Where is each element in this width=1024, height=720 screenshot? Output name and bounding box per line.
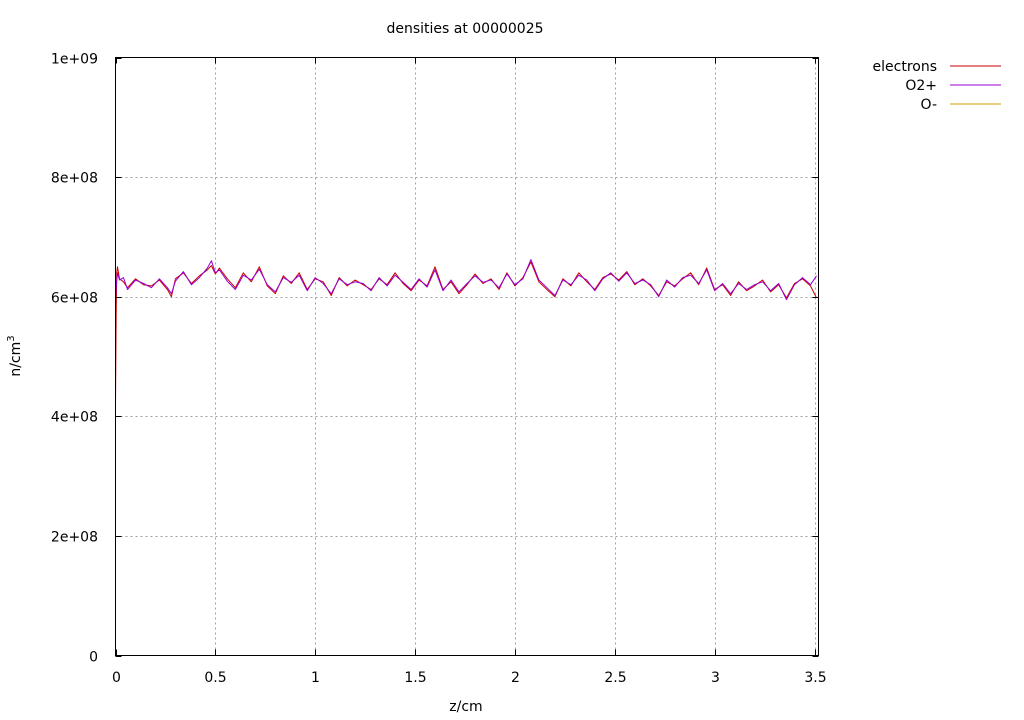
x-tick-label: 3 <box>711 670 720 686</box>
grid-lines <box>115 57 819 656</box>
y-tick-label: 2e+08 <box>51 530 98 546</box>
chart-title: densities at 00000025 <box>386 21 543 37</box>
y-tick-label: 4e+08 <box>51 410 98 426</box>
y-tick-label: 0 <box>89 650 98 666</box>
x-tick-label: 2.5 <box>604 670 626 686</box>
axis-ticks: 0 0.5 1 1.5 2 2.5 3 3.5 0 2e+08 4e+08 6e+08 8e+08 1e+… <box>51 52 827 687</box>
y-tick-label: 6e+08 <box>51 291 98 307</box>
y-axis-label-base: n/cm <box>8 342 24 377</box>
y-axis-label-superscript: 3 <box>6 335 17 341</box>
y-axis-label: n/cm3 <box>6 335 24 376</box>
x-tick-label: 3.5 <box>804 670 826 686</box>
x-axis-label: z/cm <box>449 699 482 715</box>
legend-label: electrons <box>873 59 937 75</box>
series-line-0 <box>115 261 817 405</box>
legend: electrons O2+ O- <box>873 59 1001 113</box>
legend-label: O2+ <box>905 78 937 94</box>
series-lines <box>115 259 817 405</box>
x-tick-label: 1.5 <box>404 670 426 686</box>
x-tick-label: 0.5 <box>204 670 226 686</box>
series-line-1 <box>115 259 817 301</box>
y-tick-label: 1e+09 <box>51 52 98 68</box>
x-tick-label: 2 <box>511 670 520 686</box>
plot-frame <box>115 57 819 656</box>
y-tick-label: 8e+08 <box>51 171 98 187</box>
legend-label: O- <box>921 97 937 113</box>
x-tick-label: 0 <box>112 670 121 686</box>
x-tick-label: 1 <box>311 670 320 686</box>
